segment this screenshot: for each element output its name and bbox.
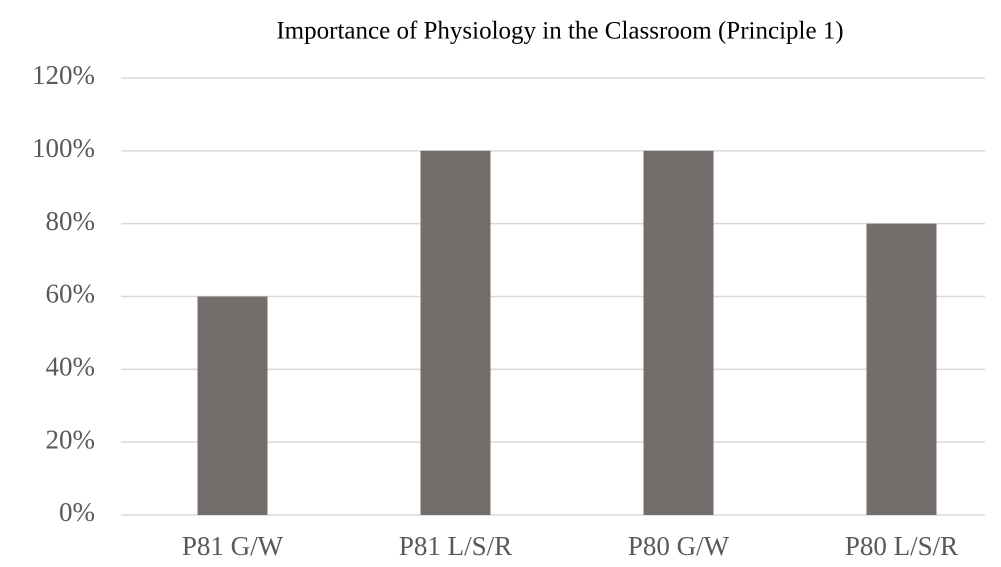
bar (643, 150, 714, 516)
y-tick-label: 0% (59, 497, 95, 527)
chart-title: Importance of Physiology in the Classroo… (276, 18, 843, 45)
x-tick-label: P81 L/S/R (399, 531, 512, 561)
y-tick-label: 120% (32, 60, 95, 90)
x-tick-label: P81 G/W (182, 531, 284, 561)
y-tick-label: 40% (46, 352, 96, 382)
y-tick-label: 20% (46, 424, 96, 454)
y-tick-label: 60% (46, 279, 96, 309)
bar (197, 296, 268, 515)
x-tick-label: P80 G/W (628, 531, 730, 561)
x-tick-label: P80 L/S/R (845, 531, 958, 561)
bar (420, 150, 491, 516)
y-tick-label: 80% (46, 206, 96, 236)
bar (866, 223, 937, 515)
y-tick-label: 100% (32, 133, 95, 163)
